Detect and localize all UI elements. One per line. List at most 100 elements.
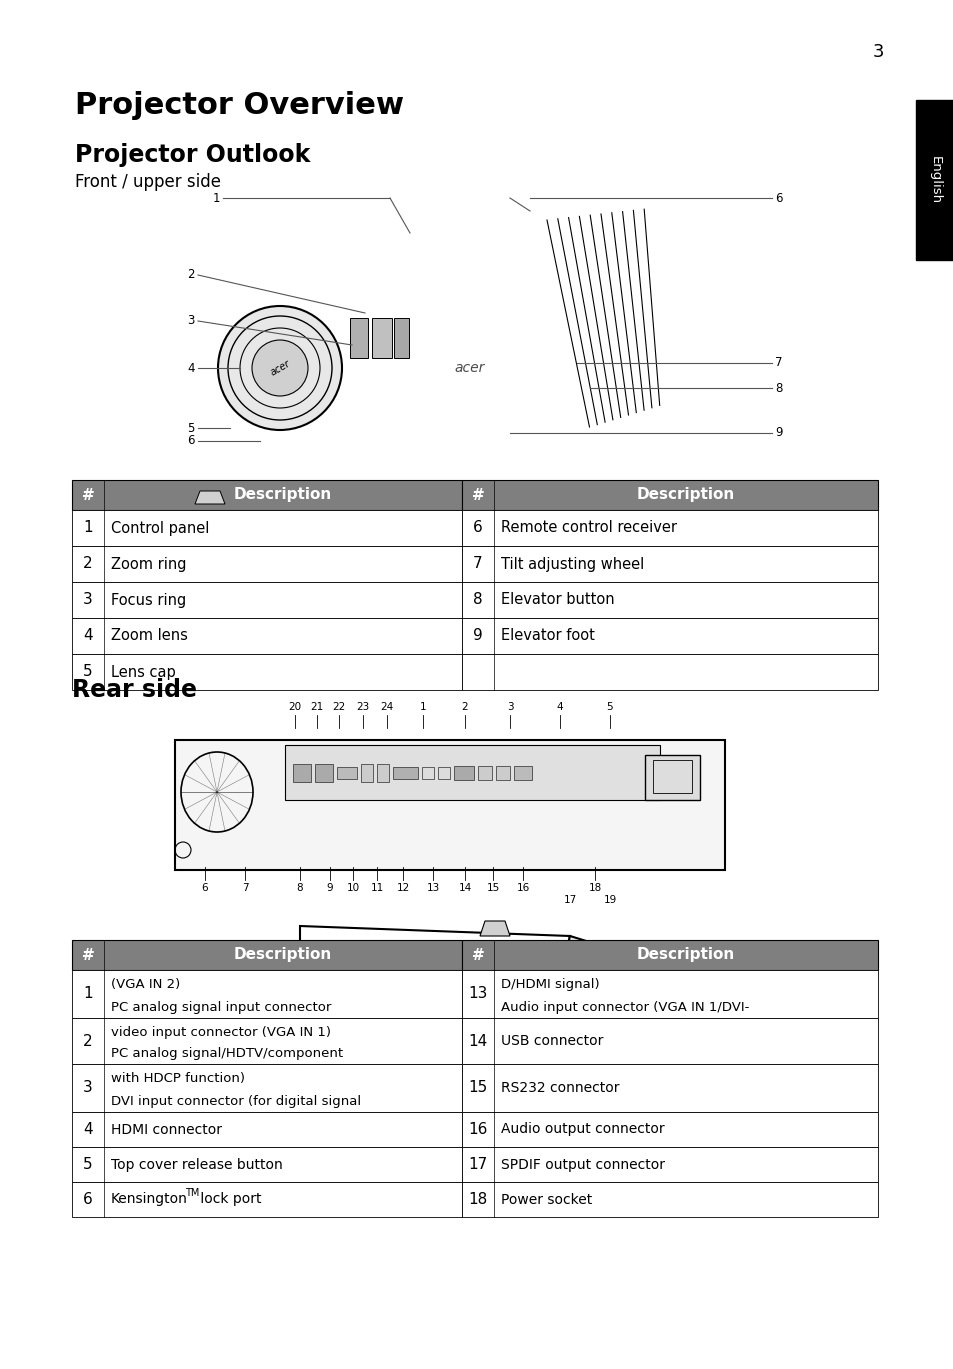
Text: 15: 15 xyxy=(468,1080,487,1095)
Text: 15: 15 xyxy=(486,883,499,893)
Text: Elevator button: Elevator button xyxy=(500,593,614,608)
Text: 1: 1 xyxy=(419,702,426,712)
Text: Description: Description xyxy=(637,487,735,502)
Text: #: # xyxy=(82,947,94,962)
Text: Lens cap: Lens cap xyxy=(111,664,175,679)
Bar xyxy=(71,1019,461,1064)
Text: 4: 4 xyxy=(83,1123,92,1138)
Text: PC analog signal/HDTV/component: PC analog signal/HDTV/component xyxy=(111,1047,343,1061)
Bar xyxy=(71,1112,461,1147)
Text: 17: 17 xyxy=(563,895,576,905)
Text: 12: 12 xyxy=(395,883,409,893)
Text: 13: 13 xyxy=(426,883,439,893)
Polygon shape xyxy=(479,921,510,936)
Text: acer: acer xyxy=(268,359,292,378)
Text: 1: 1 xyxy=(83,987,92,1002)
Text: #: # xyxy=(471,487,484,502)
Text: 17: 17 xyxy=(468,1157,487,1172)
Text: Description: Description xyxy=(637,947,735,962)
Text: 4: 4 xyxy=(188,361,194,375)
Bar xyxy=(372,318,392,359)
Bar xyxy=(644,754,700,799)
Text: 6: 6 xyxy=(774,192,781,204)
Text: Description: Description xyxy=(233,487,332,502)
Text: 18: 18 xyxy=(468,1192,487,1207)
Text: 16: 16 xyxy=(468,1123,487,1138)
Text: 6: 6 xyxy=(83,1192,92,1207)
Bar xyxy=(71,511,461,546)
Text: Power socket: Power socket xyxy=(500,1192,592,1206)
Text: Zoom ring: Zoom ring xyxy=(111,557,186,571)
Text: 9: 9 xyxy=(473,628,482,643)
Text: 21: 21 xyxy=(310,702,323,712)
Text: Rear side: Rear side xyxy=(71,678,196,702)
Text: 5: 5 xyxy=(188,422,194,434)
Polygon shape xyxy=(194,491,225,504)
Text: 10: 10 xyxy=(346,883,359,893)
Circle shape xyxy=(218,307,341,430)
Text: 5: 5 xyxy=(606,702,613,712)
Text: Remote control receiver: Remote control receiver xyxy=(500,520,677,535)
Text: #: # xyxy=(82,487,94,502)
Text: Top cover release button: Top cover release button xyxy=(111,1158,282,1172)
Text: 16: 16 xyxy=(516,883,529,893)
Bar xyxy=(421,767,434,779)
Text: video input connector (VGA IN 1): video input connector (VGA IN 1) xyxy=(111,1025,331,1039)
Bar xyxy=(461,941,877,971)
Bar xyxy=(350,318,368,359)
Text: 3: 3 xyxy=(83,1080,92,1095)
Bar xyxy=(461,1147,877,1181)
Text: 1: 1 xyxy=(213,192,220,204)
Text: (VGA IN 2): (VGA IN 2) xyxy=(111,977,180,991)
Bar xyxy=(393,767,417,779)
Text: acer: acer xyxy=(455,361,485,375)
Text: 11: 11 xyxy=(370,883,383,893)
Bar xyxy=(71,971,461,1019)
Bar xyxy=(461,654,877,690)
Text: 7: 7 xyxy=(473,557,482,571)
Bar xyxy=(285,745,659,799)
Bar xyxy=(461,511,877,546)
Bar xyxy=(496,765,510,779)
Text: 20: 20 xyxy=(288,702,301,712)
Bar xyxy=(477,765,492,779)
Text: 9: 9 xyxy=(326,883,333,893)
Text: TM: TM xyxy=(185,1187,199,1198)
Text: Control panel: Control panel xyxy=(111,520,209,535)
Text: 18: 18 xyxy=(588,883,601,893)
Text: 3: 3 xyxy=(506,702,513,712)
Bar xyxy=(314,764,333,782)
Text: 4: 4 xyxy=(83,628,92,643)
Text: 14: 14 xyxy=(457,883,471,893)
Text: Tilt adjusting wheel: Tilt adjusting wheel xyxy=(500,557,643,571)
Bar xyxy=(915,100,953,260)
Polygon shape xyxy=(390,1097,444,1128)
Text: with HDCP function): with HDCP function) xyxy=(111,1072,245,1086)
Text: USB connector: USB connector xyxy=(500,1034,602,1049)
Bar xyxy=(71,617,461,654)
Text: 22: 22 xyxy=(332,702,345,712)
Bar xyxy=(454,765,474,779)
Text: Audio input connector (VGA IN 1/DVI-: Audio input connector (VGA IN 1/DVI- xyxy=(500,1001,749,1014)
Text: 3: 3 xyxy=(83,593,92,608)
Text: Focus ring: Focus ring xyxy=(111,593,186,608)
Bar xyxy=(71,582,461,617)
Text: 4: 4 xyxy=(557,702,562,712)
Text: Projector Outlook: Projector Outlook xyxy=(75,142,310,167)
Text: 23: 23 xyxy=(356,702,369,712)
Text: 3: 3 xyxy=(188,315,194,327)
Bar xyxy=(437,767,450,779)
Bar xyxy=(461,1112,877,1147)
Polygon shape xyxy=(299,1125,619,1166)
Bar xyxy=(336,767,356,779)
Bar xyxy=(71,1147,461,1181)
Text: 8: 8 xyxy=(774,382,781,394)
Text: 9: 9 xyxy=(774,427,781,439)
Text: #: # xyxy=(471,947,484,962)
Text: Description: Description xyxy=(233,947,332,962)
Bar xyxy=(71,654,461,690)
Text: RS232 connector: RS232 connector xyxy=(500,1082,618,1095)
Text: D/HDMI signal): D/HDMI signal) xyxy=(500,977,599,991)
Text: SPDIF output connector: SPDIF output connector xyxy=(500,1158,664,1172)
Bar xyxy=(376,764,389,782)
